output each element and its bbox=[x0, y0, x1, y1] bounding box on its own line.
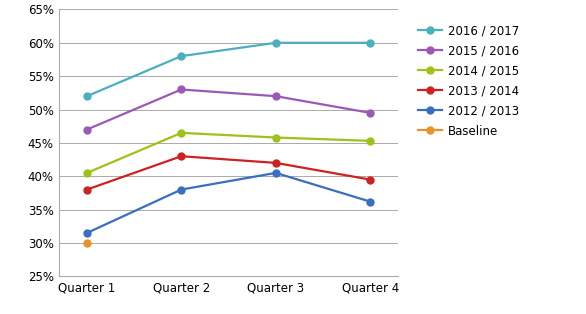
2013 / 2014 bbox=[367, 178, 374, 181]
2014 / 2015 bbox=[178, 131, 185, 135]
2012 / 2013 bbox=[367, 200, 374, 203]
Line: 2016 / 2017: 2016 / 2017 bbox=[83, 39, 374, 100]
2016 / 2017 bbox=[178, 54, 185, 58]
2015 / 2016 bbox=[272, 94, 280, 98]
2012 / 2013 bbox=[83, 231, 90, 235]
2014 / 2015 bbox=[83, 171, 90, 175]
Line: 2015 / 2016: 2015 / 2016 bbox=[83, 86, 374, 133]
2016 / 2017 bbox=[367, 41, 374, 45]
2013 / 2014 bbox=[178, 154, 185, 158]
Legend: 2016 / 2017, 2015 / 2016, 2014 / 2015, 2013 / 2014, 2012 / 2013, Baseline: 2016 / 2017, 2015 / 2016, 2014 / 2015, 2… bbox=[414, 21, 523, 141]
Line: 2012 / 2013: 2012 / 2013 bbox=[83, 170, 374, 236]
2016 / 2017 bbox=[272, 41, 280, 45]
2013 / 2014 bbox=[272, 161, 280, 165]
2014 / 2015 bbox=[367, 139, 374, 143]
Line: 2013 / 2014: 2013 / 2014 bbox=[83, 153, 374, 193]
2013 / 2014 bbox=[83, 188, 90, 192]
2012 / 2013 bbox=[178, 188, 185, 192]
2015 / 2016 bbox=[83, 128, 90, 132]
2014 / 2015 bbox=[272, 136, 280, 139]
Line: 2014 / 2015: 2014 / 2015 bbox=[83, 129, 374, 176]
2012 / 2013 bbox=[272, 171, 280, 175]
2016 / 2017 bbox=[83, 94, 90, 98]
2015 / 2016 bbox=[367, 111, 374, 115]
2015 / 2016 bbox=[178, 88, 185, 91]
